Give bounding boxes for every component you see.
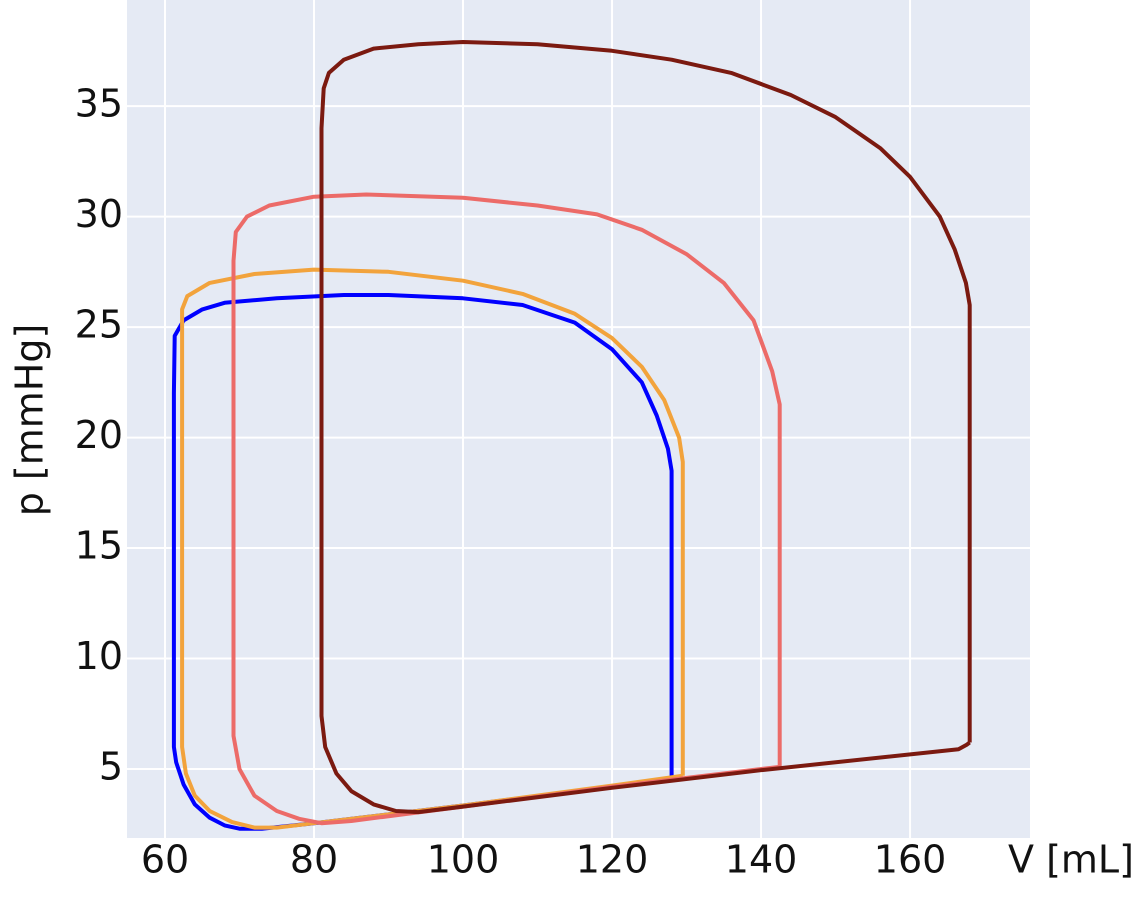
x-tick-label: 160 xyxy=(874,838,947,882)
y-tick-label: 20 xyxy=(75,413,123,457)
pv-loop xyxy=(231,192,782,826)
pv-loop xyxy=(319,40,972,815)
y-tick-label: 5 xyxy=(99,745,123,789)
plot-background xyxy=(127,0,1030,838)
y-tick-label: 35 xyxy=(75,82,123,126)
pv-loop xyxy=(180,267,685,830)
y-axis-label: p [mmHg] xyxy=(8,324,52,517)
x-tick-label: 120 xyxy=(576,838,649,882)
x-tick-label: 100 xyxy=(427,838,500,882)
y-tick-label: 30 xyxy=(75,192,123,236)
x-tick-label: 80 xyxy=(290,838,338,882)
y-tick-label: 10 xyxy=(75,634,123,678)
x-tick-label: 60 xyxy=(141,838,189,882)
y-tick-label: 25 xyxy=(75,303,123,347)
x-tick-label: 140 xyxy=(725,838,798,882)
y-tick-label: 15 xyxy=(75,524,123,568)
x-axis-label: V [mL] xyxy=(1008,838,1134,882)
